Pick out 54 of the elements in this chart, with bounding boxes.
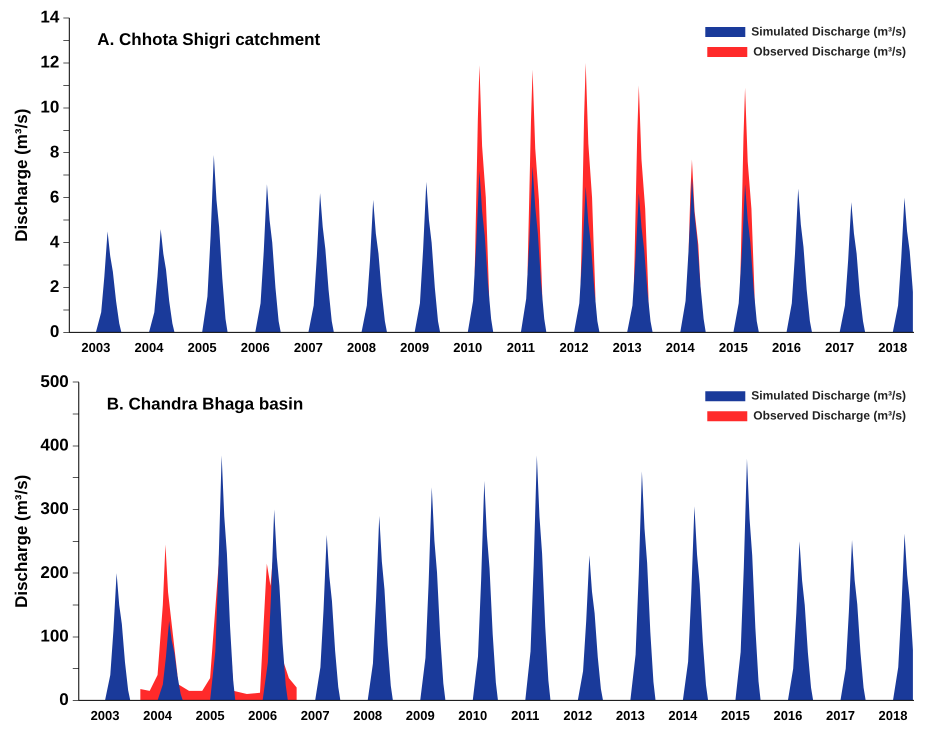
text: B. Chandra Bhaga basin	[106, 394, 304, 414]
x-tick-label: 2014	[666, 340, 696, 355]
text: A. Chhota Shigri catchment	[97, 30, 321, 50]
x-tick-label: 2006	[248, 708, 278, 723]
x-tick-label: 2016	[772, 340, 801, 355]
y-tick-label: 300	[40, 499, 69, 518]
x-tick-label: 2007	[300, 708, 330, 723]
y-tick-label: 14	[40, 8, 60, 27]
x-tick-label: 2010	[458, 708, 488, 723]
x-tick-label: 2003	[81, 340, 110, 355]
x-tick-label: 2003	[90, 708, 120, 723]
y-tick-label: 4	[50, 232, 60, 252]
legend-label: Simulated Discharge (m³/s)	[751, 24, 906, 38]
y-tick-label: 6	[50, 187, 60, 206]
x-tick-label: 2018	[878, 340, 908, 355]
y-tick-label: 10	[40, 98, 60, 117]
y-tick-label: 12	[40, 52, 60, 72]
x-tick-label: 2009	[400, 340, 430, 355]
x-tick-label: 2009	[406, 708, 435, 723]
x-tick-label: 2018	[878, 708, 908, 723]
x-tick-label: 2008	[347, 340, 376, 355]
y-tick-label: 500	[40, 372, 69, 391]
x-tick-label: 2004	[143, 708, 173, 723]
x-tick-label: 2012	[563, 708, 592, 723]
x-tick-label: 2005	[196, 708, 225, 723]
x-tick-label: 2008	[353, 708, 382, 723]
x-tick-label: 2011	[506, 340, 535, 355]
x-tick-label: 2007	[294, 340, 323, 355]
x-tick-label: 2013	[616, 708, 645, 723]
legend-label: Simulated Discharge (m³/s)	[751, 388, 906, 403]
x-tick-label: 2012	[560, 340, 588, 355]
x-tick-label: 2010	[453, 340, 482, 355]
x-tick-label: 2017	[826, 708, 855, 723]
x-tick-label: 2005	[188, 340, 217, 355]
x-tick-label: 2011	[511, 708, 540, 723]
y-tick-label: 8	[50, 142, 60, 162]
legend-label: Observed Discharge (m³/s)	[753, 408, 906, 423]
legend-label: Observed Discharge (m³/s)	[753, 44, 906, 58]
y-tick-label: 0	[59, 690, 69, 710]
y-tick-label: 100	[40, 626, 69, 646]
x-tick-label: 2006	[240, 340, 270, 355]
y-tick-label: 2	[50, 277, 60, 296]
x-tick-label: 2004	[134, 340, 164, 355]
y-tick-label: 0	[50, 322, 60, 342]
y-axis-title: Discharge (m³/s)	[12, 474, 31, 608]
x-tick-label: 2015	[720, 708, 750, 723]
y-axis-title: Discharge (m³/s)	[12, 108, 31, 242]
x-tick-label: 2015	[718, 340, 748, 355]
y-tick-label: 400	[40, 436, 69, 455]
x-tick-label: 2016	[773, 708, 802, 723]
x-tick-label: 2014	[668, 708, 698, 723]
x-tick-label: 2017	[825, 340, 854, 355]
y-tick-label: 200	[40, 562, 69, 582]
x-tick-label: 2013	[612, 340, 642, 355]
